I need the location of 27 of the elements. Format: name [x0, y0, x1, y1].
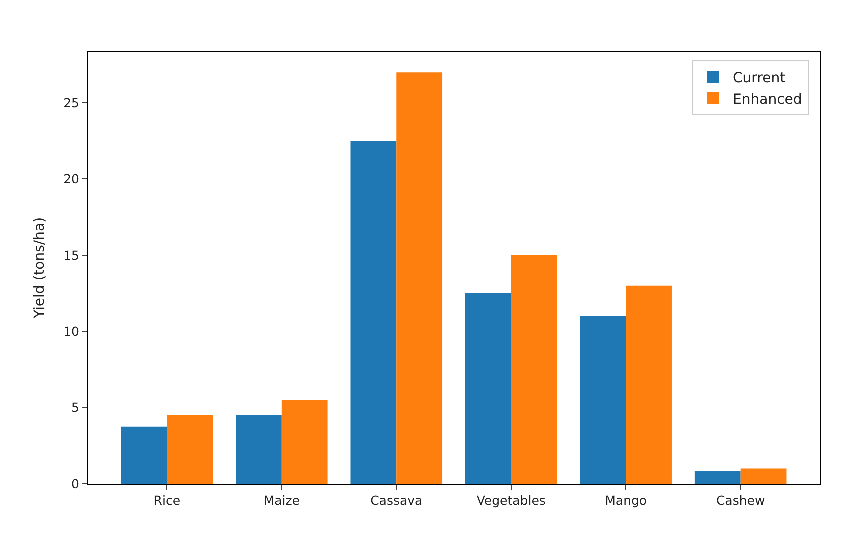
- x-tick-label: Cashew: [716, 493, 766, 508]
- bar: [626, 286, 672, 484]
- bar: [350, 141, 397, 484]
- x-tick-label: Mango: [605, 493, 648, 508]
- legend-label: Current: [733, 70, 786, 87]
- bar: [396, 72, 443, 484]
- y-tick-label: 10: [64, 324, 80, 339]
- bar: [511, 255, 558, 484]
- bar: [740, 468, 787, 484]
- x-tick-label: Cassava: [370, 493, 423, 508]
- y-tick-label: 25: [64, 95, 80, 110]
- bar: [580, 316, 626, 484]
- bar: [282, 400, 328, 484]
- bar: [236, 415, 282, 484]
- y-tick-label: 0: [72, 476, 80, 492]
- y-tick-label: 5: [72, 400, 80, 416]
- x-tick-label: Vegetables: [476, 493, 546, 508]
- legend-label: Enhanced: [733, 92, 802, 108]
- bar: [167, 415, 214, 484]
- bar: [465, 294, 512, 484]
- bar: [121, 426, 168, 484]
- x-tick-label: Maize: [264, 493, 300, 508]
- y-tick-label: 15: [64, 248, 80, 263]
- y-axis-title: Yield (tons/ha): [32, 217, 48, 320]
- y-tick-label: 20: [64, 172, 80, 187]
- x-tick-label: Rice: [154, 493, 181, 508]
- bar: [694, 471, 741, 484]
